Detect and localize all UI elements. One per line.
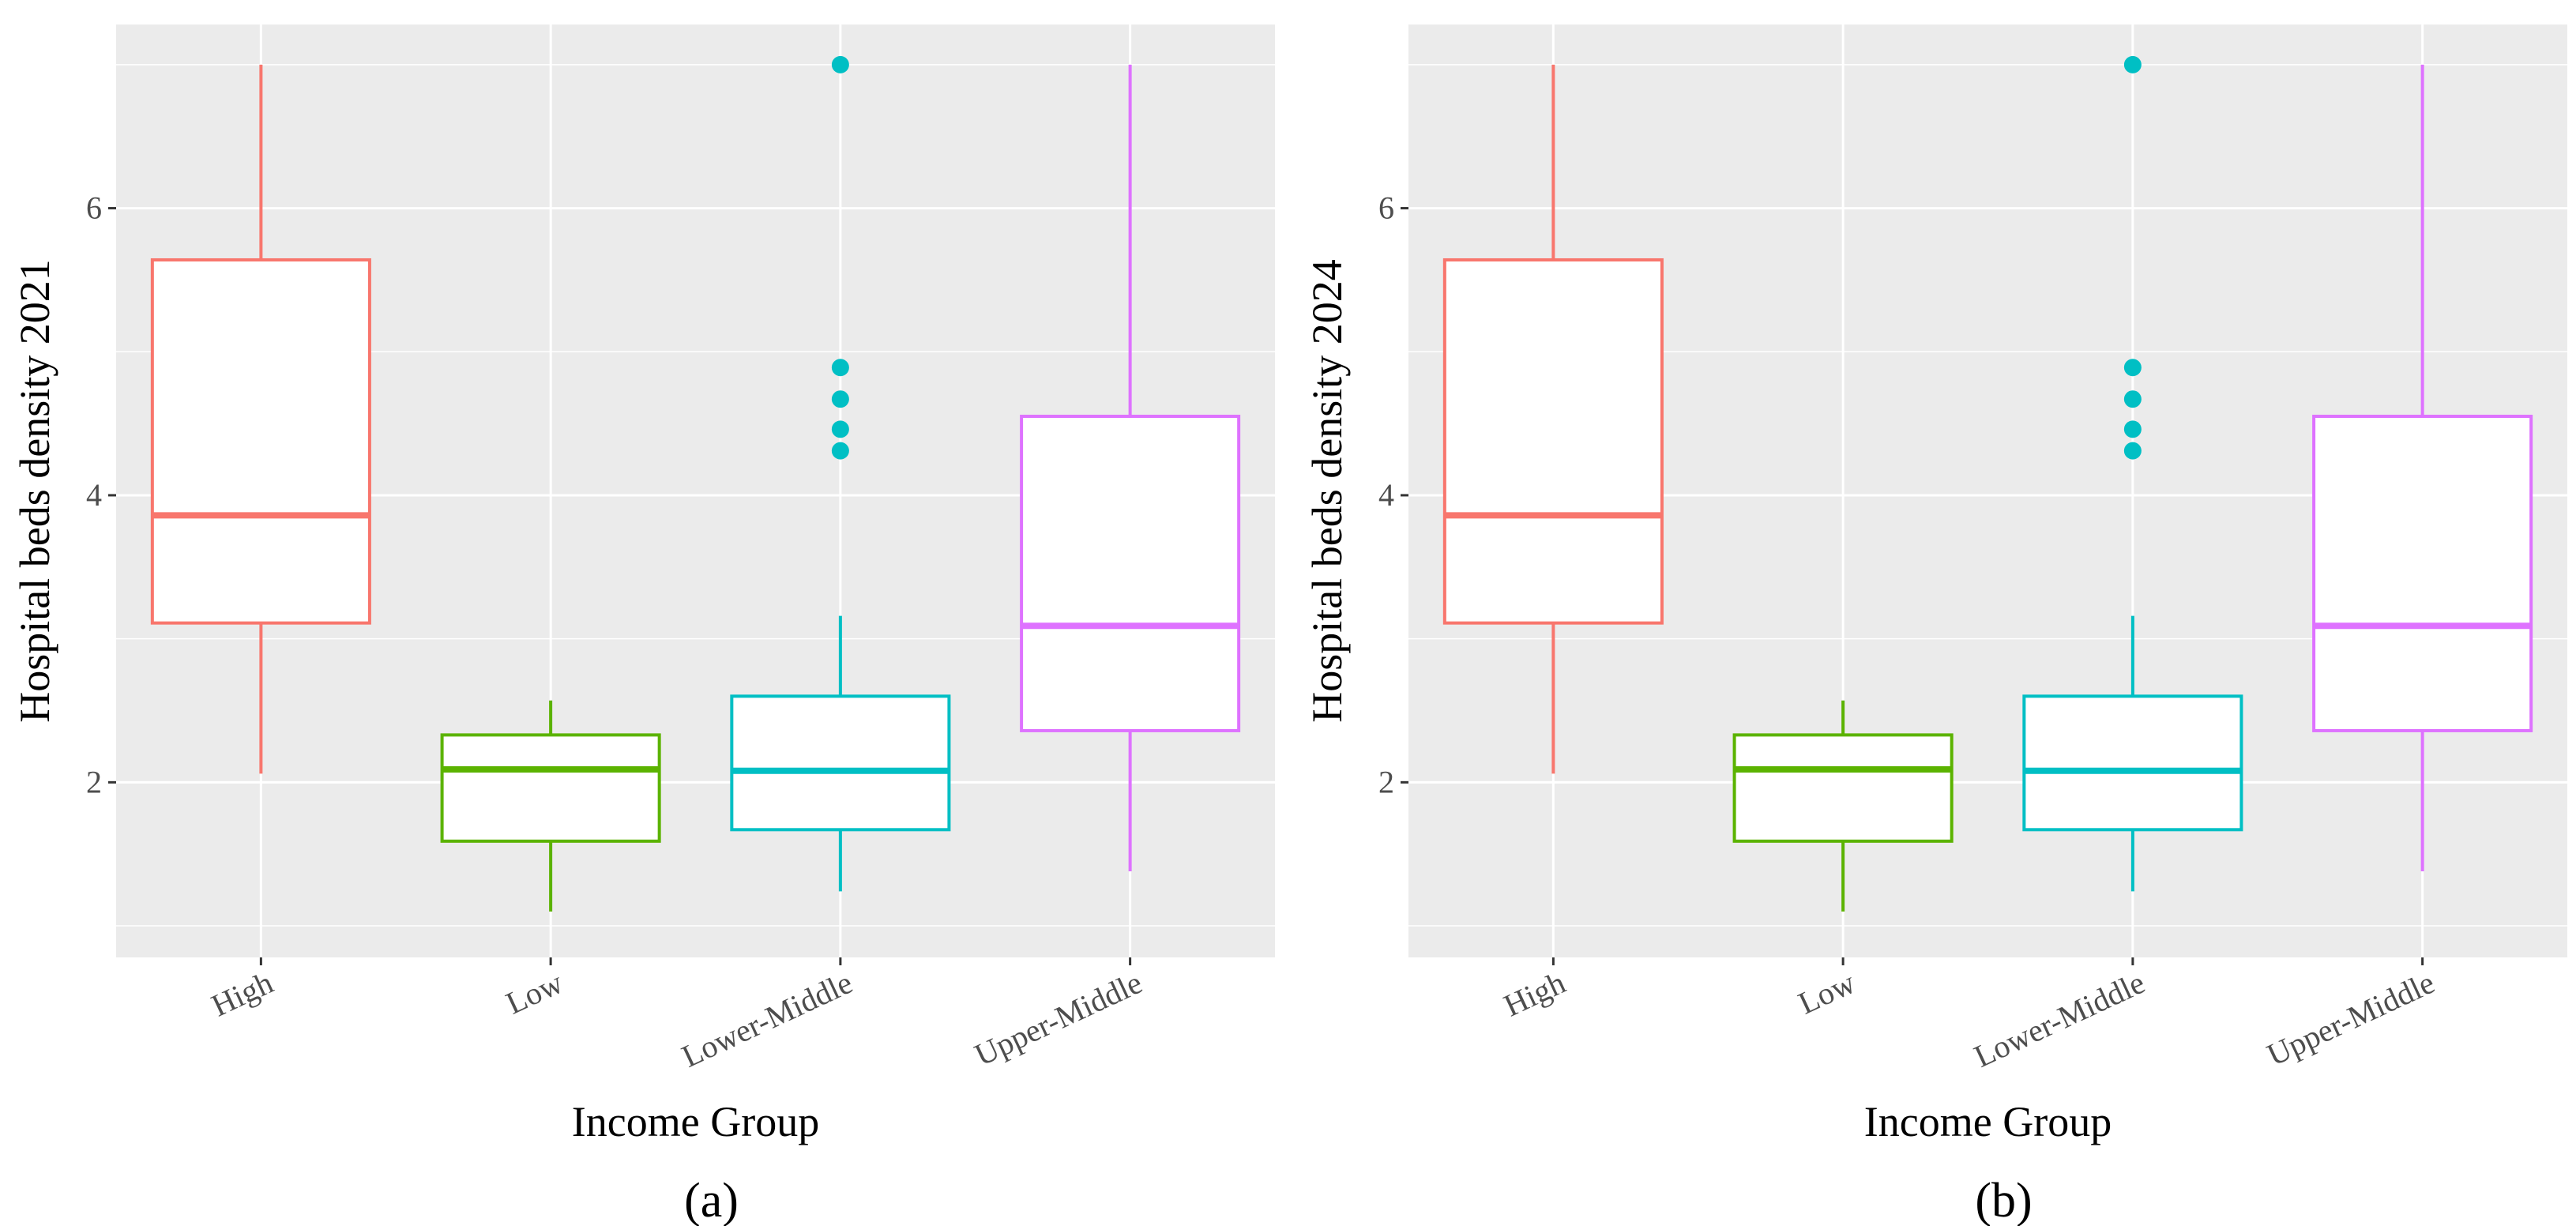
outlier-point <box>831 442 849 460</box>
box-upper-middle <box>1020 64 1241 871</box>
y-tick-label: 6 <box>86 190 102 226</box>
y-tick-label: 4 <box>86 477 102 513</box>
y-tick-label: 6 <box>1378 190 1394 226</box>
x-tick-label: Low <box>1793 965 1861 1021</box>
iqr-box <box>1732 733 1954 843</box>
outlier-point <box>2123 55 2142 73</box>
panel-label: (b) <box>1975 1174 2032 1226</box>
x-tick-label: Low <box>501 965 569 1021</box>
box-low <box>1732 700 1954 912</box>
x-tick-label: Lower-Middle <box>1969 965 2150 1074</box>
iqr-box <box>440 733 661 843</box>
outlier-point <box>2123 420 2142 438</box>
outlier-point <box>831 390 849 408</box>
y-axis-title: Hospital beds density 2021 <box>11 259 58 722</box>
panel-label: (a) <box>684 1174 739 1226</box>
box-low <box>440 700 661 912</box>
y-tick-label: 4 <box>1378 477 1394 513</box>
outlier-point <box>831 55 849 73</box>
y-axis-title: Hospital beds density 2024 <box>1303 259 1351 722</box>
x-axis-title: Income Group <box>572 1098 819 1145</box>
iqr-box <box>150 258 371 625</box>
box-upper-middle <box>2312 64 2533 871</box>
iqr-box <box>1442 258 1664 625</box>
x-tick-label: High <box>1499 965 1571 1024</box>
outlier-point <box>831 420 849 438</box>
y-tick-label: 2 <box>1378 764 1394 799</box>
iqr-box <box>1020 415 1241 732</box>
box-lower-middle <box>730 55 951 892</box>
box-high <box>150 64 371 774</box>
x-tick-label: Lower-Middle <box>676 965 858 1074</box>
x-axis-title: Income Group <box>1864 1098 2112 1145</box>
iqr-box <box>2022 694 2243 832</box>
x-tick-label: Upper-Middle <box>2262 965 2440 1073</box>
outlier-point <box>2123 390 2142 408</box>
iqr-box <box>2312 415 2533 732</box>
panel-b: 2 4 6 High Low Lower-Middle Upper-Middle Income… <box>1303 24 2567 1226</box>
y-tick-label: 2 <box>86 764 102 799</box>
iqr-box <box>730 694 951 832</box>
x-tick-label: Upper-Middle <box>969 965 1148 1073</box>
x-tick-label: High <box>206 965 279 1024</box>
outlier-point <box>2123 442 2142 460</box>
outlier-point <box>2123 359 2142 377</box>
outlier-point <box>831 359 849 377</box>
panel-a: 2 4 6 High Low Lower-Middle Upper-Middle Income… <box>11 24 1275 1226</box>
box-high <box>1442 64 1664 774</box>
box-lower-middle <box>2022 55 2243 892</box>
